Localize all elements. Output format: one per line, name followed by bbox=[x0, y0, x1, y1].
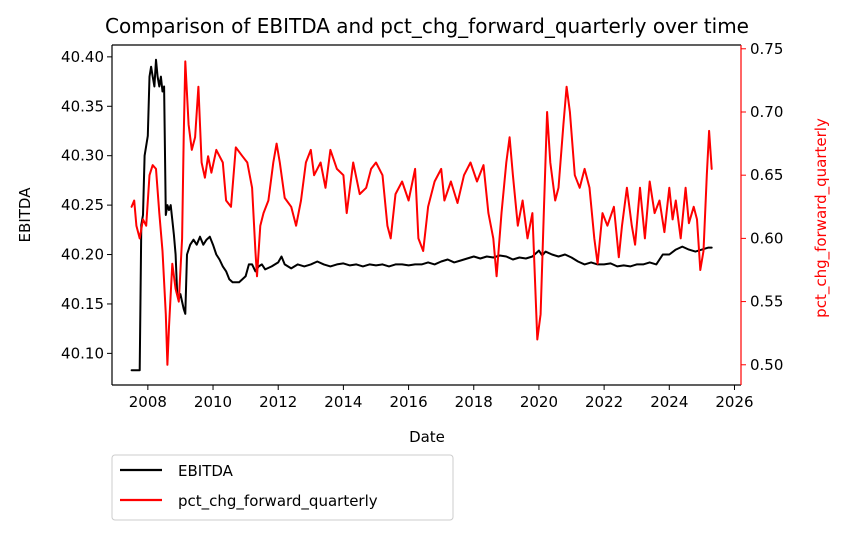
x-tick-label: 2018 bbox=[455, 393, 493, 411]
x-tick-label: 2012 bbox=[259, 393, 297, 411]
legend: EBITDA pct_chg_forward_quarterly bbox=[111, 454, 454, 521]
y-right-tick-label: 0.50 bbox=[750, 356, 783, 374]
y-right-tick-label: 0.75 bbox=[750, 40, 783, 58]
series-line-ebitda bbox=[130, 58, 713, 372]
y-axis-left-label: EBITDA bbox=[16, 187, 34, 243]
legend-label-pct-chg: pct_chg_forward_quarterly bbox=[178, 492, 378, 511]
y-right-tick-label: 0.55 bbox=[750, 293, 783, 311]
x-axis-label: Date bbox=[409, 428, 445, 446]
y-left-tick-label: 40.20 bbox=[61, 246, 104, 264]
y-left-tick-label: 40.30 bbox=[61, 147, 104, 165]
x-tick-label: 2022 bbox=[585, 393, 623, 411]
legend-label-ebitda: EBITDA bbox=[178, 462, 234, 480]
chart-title: Comparison of EBITDA and pct_chg_forward… bbox=[105, 14, 749, 38]
series-line-pct-chg-forward-quarterly bbox=[130, 60, 713, 366]
axes: 2008 2010 2012 2014 2016 2018 2020 2022 2024 2026… bbox=[61, 40, 783, 411]
x-tick-label: 2014 bbox=[324, 393, 362, 411]
x-tick-label: 2026 bbox=[715, 393, 753, 411]
y-left-tick-label: 40.15 bbox=[61, 295, 104, 313]
y-right-tick-label: 0.60 bbox=[750, 229, 783, 247]
y-left-tick-label: 40.40 bbox=[61, 48, 104, 66]
y-left-tick-label: 40.35 bbox=[61, 97, 104, 115]
y-left-tick-label: 40.10 bbox=[61, 344, 104, 362]
y-axis-right-label: pct_chg_forward_quarterly bbox=[812, 118, 831, 318]
series-lines bbox=[130, 58, 713, 372]
x-tick-label: 2016 bbox=[389, 393, 427, 411]
legend-box bbox=[111, 454, 454, 521]
x-tick-label: 2008 bbox=[129, 393, 167, 411]
x-tick-label: 2024 bbox=[650, 393, 688, 411]
y-left-tick-label: 40.25 bbox=[61, 196, 104, 214]
y-right-tick-label: 0.70 bbox=[750, 103, 783, 121]
y-right-tick-label: 0.65 bbox=[750, 166, 783, 184]
x-tick-label: 2020 bbox=[520, 393, 558, 411]
x-tick-label: 2010 bbox=[194, 393, 232, 411]
